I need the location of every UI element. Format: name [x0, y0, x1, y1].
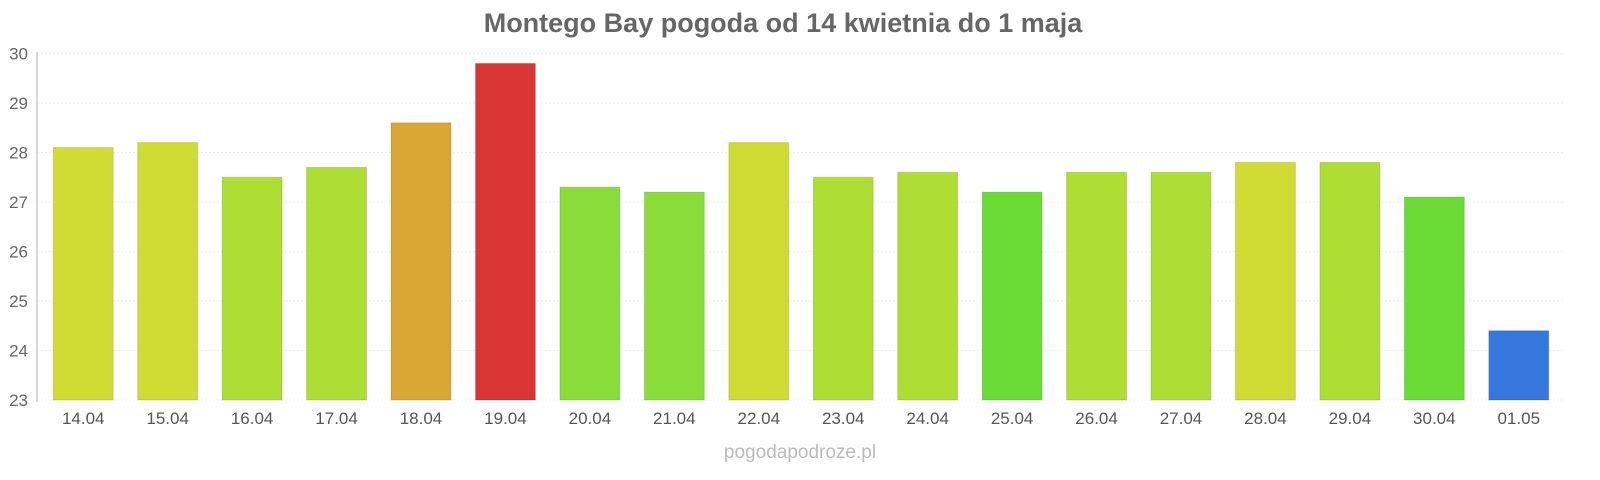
- bar-24.04: [897, 171, 959, 401]
- x-tick-label: 18.04: [400, 409, 443, 428]
- x-tick-label: 24.04: [906, 409, 949, 428]
- x-tick-label: 23.04: [822, 409, 865, 428]
- y-tick-label: 24: [9, 342, 28, 361]
- bar-15.04: [137, 142, 199, 401]
- x-tick-label: 01.05: [1498, 409, 1541, 428]
- x-tick-label: 30.04: [1413, 409, 1456, 428]
- y-tick-label: 27: [9, 193, 28, 212]
- bar-14.04: [52, 147, 114, 401]
- y-tick-label: 29: [9, 94, 28, 113]
- bar-01.05: [1488, 330, 1550, 401]
- bar-25.04: [981, 191, 1043, 401]
- x-tick-label: 22.04: [738, 409, 781, 428]
- x-tick-label: 25.04: [991, 409, 1034, 428]
- site-credit: pogodapodroze.pl: [724, 442, 876, 463]
- x-tick-label: 27.04: [1160, 409, 1203, 428]
- x-tick-label: 15.04: [146, 409, 189, 428]
- bar-18.04: [390, 122, 452, 401]
- bar-17.04: [306, 166, 368, 401]
- y-tick-label: 28: [9, 144, 28, 163]
- y-tick-label: 23: [9, 391, 28, 410]
- x-tick-label: 29.04: [1329, 409, 1372, 428]
- x-tick-label: 16.04: [231, 409, 274, 428]
- bar-19.04: [474, 62, 536, 401]
- bar-26.04: [1066, 171, 1128, 401]
- x-tick-label: 26.04: [1075, 409, 1118, 428]
- bar-22.04: [728, 142, 790, 401]
- y-tick-label: 25: [9, 292, 28, 311]
- bar-23.04: [812, 176, 874, 401]
- bar-16.04: [221, 176, 283, 401]
- bar-21.04: [643, 191, 705, 401]
- y-tick-label: 26: [9, 243, 28, 262]
- bar-30.04: [1403, 196, 1465, 401]
- bar-29.04: [1319, 161, 1381, 401]
- x-tick-label: 21.04: [653, 409, 696, 428]
- x-tick-label: 17.04: [315, 409, 358, 428]
- bar-28.04: [1234, 161, 1296, 401]
- bar-27.04: [1150, 171, 1212, 401]
- y-tick-label: 30: [9, 45, 28, 64]
- bar-20.04: [559, 186, 621, 401]
- x-tick-label: 14.04: [62, 409, 105, 428]
- x-tick-label: 28.04: [1244, 409, 1287, 428]
- chart-title: Montego Bay pogoda od 14 kwietnia do 1 m…: [484, 8, 1084, 38]
- x-tick-label: 20.04: [569, 409, 612, 428]
- x-tick-label: 19.04: [484, 409, 527, 428]
